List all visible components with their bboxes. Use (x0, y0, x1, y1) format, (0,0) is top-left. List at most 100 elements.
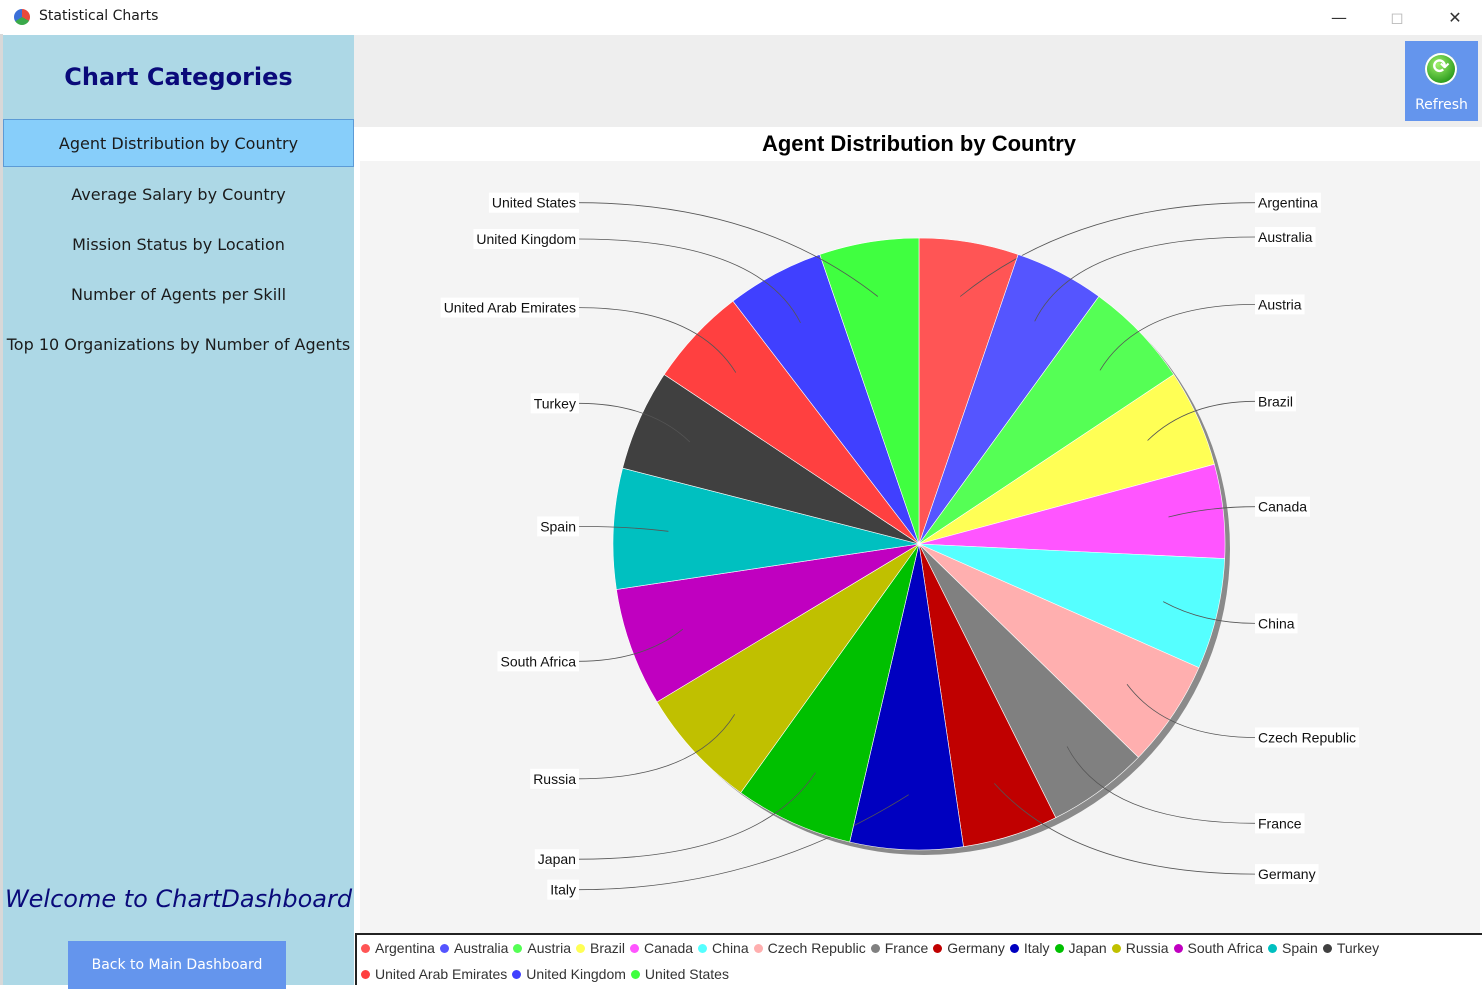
pie-leader-line-japan (577, 772, 816, 860)
pie-label-text-united-kingdom: United Kingdom (476, 231, 576, 247)
legend-swatch (512, 969, 522, 979)
sidebar-item-top-organizations[interactable]: Top 10 Organizations by Number of Agents (6, 334, 351, 354)
pie-label-box-france (1255, 813, 1305, 834)
pie-label-text-united-arab-emirates: United Arab Emirates (444, 300, 576, 316)
legend-item-russia: Russia (1111, 940, 1169, 956)
pie-label-brazil: Brazil (1255, 391, 1296, 412)
pie-label-text-austria: Austria (1258, 296, 1302, 312)
pie-label-box-united-kingdom (473, 229, 579, 249)
legend-swatch (1268, 943, 1277, 953)
sidebar-item-agents-per-skill[interactable]: Number of Agents per Skill (70, 284, 287, 304)
legend-label: United Arab Emirates (375, 966, 508, 982)
pie-label-argentina: Argentina (1255, 192, 1321, 213)
pie-label-germany: Germany (1255, 864, 1319, 885)
pie-label-box-spain (537, 516, 579, 537)
pie-leader-line-china (1163, 601, 1257, 624)
pie-label-text-brazil: Brazil (1258, 393, 1293, 409)
pie-label-box-china (1255, 613, 1298, 634)
window-title: Statistical Charts (39, 8, 159, 24)
legend-swatch (439, 943, 449, 953)
sidebar-item-agent-distribution[interactable]: Agent Distribution by Country (3, 119, 354, 167)
legend-swatch (870, 943, 880, 953)
pie-label-box-italy (547, 879, 579, 900)
pie-label-france: France (1255, 813, 1305, 834)
legend-label: Canada (644, 940, 694, 956)
legend-item-brazil: Brazil (575, 940, 625, 956)
maximize-icon[interactable]: ◻ (1390, 7, 1404, 27)
close-icon[interactable]: ✕ (1448, 7, 1462, 27)
pie-leader-line-germany (994, 783, 1257, 875)
pie-leader-line-austria (1099, 304, 1257, 371)
sidebar-item-mission-status[interactable]: Mission Status by Location (72, 234, 285, 254)
pie-label-box-argentina (1255, 192, 1321, 213)
pie-leader-line-united-arab-emirates (577, 307, 737, 373)
pie-label-box-australia (1255, 227, 1316, 247)
pie-label-united-kingdom: United Kingdom (473, 229, 579, 249)
pie-label-text-canada: Canada (1258, 499, 1307, 515)
legend-item-france: France (870, 940, 928, 956)
legend-item-japan: Japan (1054, 940, 1107, 956)
pie-leader-line-united-kingdom (577, 238, 801, 323)
legend-swatch (1054, 943, 1064, 953)
window-edge (0, 34, 3, 985)
legend-swatch (575, 943, 585, 953)
pie-label-china: China (1255, 613, 1298, 634)
pie-chart: Argentina Australia Austria Brazil Canada Chi… (440, 192, 1360, 900)
pie-leader-line-south-africa (577, 628, 684, 662)
pie-label-box-united-states (488, 192, 579, 213)
legend-item-argentina: Argentina (361, 940, 435, 956)
welcome-text: Welcome to ChartDashboard (4, 885, 353, 913)
minimize-icon[interactable]: — (1331, 7, 1347, 27)
pie-label-box-turkey (530, 393, 579, 414)
legend-label: South Africa (1187, 940, 1264, 956)
pie-label-russia: Russia (530, 768, 579, 789)
legend-swatch (513, 943, 523, 953)
pie-label-box-russia (530, 768, 579, 789)
legend-item-united-kingdom: United Kingdom (512, 966, 626, 982)
legend-swatch (1111, 943, 1121, 953)
legend-item-australia: Australia (439, 940, 509, 956)
pie-label-canada: Canada (1255, 496, 1310, 517)
legend-swatch (361, 943, 370, 953)
legend-label: United Kingdom (526, 966, 626, 982)
legend-item-united-states: United States (630, 966, 729, 982)
pie-label-spain: Spain (537, 516, 579, 537)
legend-row: Argentina Australia Austria Brazil Canada Chi… (361, 940, 1384, 956)
pie-label-text-australia: Australia (1258, 229, 1313, 245)
pie-slice-japan[interactable] (740, 543, 920, 843)
legend-swatch (361, 969, 370, 979)
pie-slice-united-states[interactable] (819, 237, 920, 545)
pie-slice-south-africa[interactable] (616, 543, 920, 703)
pie-label-japan: Japan (534, 849, 579, 870)
pie-leader-line-canada (1168, 506, 1257, 518)
refresh-button[interactable]: Refresh (1405, 41, 1478, 121)
legend-swatch (698, 943, 708, 953)
pie-leader-line-united-states (577, 202, 879, 297)
legend-label: Austria (527, 940, 571, 956)
pie-label-text-united-states: United States (492, 195, 576, 211)
pie-leader-line-spain (577, 526, 669, 532)
pie-label-united-states: United States (488, 192, 579, 213)
back-to-main-dashboard-button[interactable]: Back to Main Dashboard (68, 941, 286, 989)
pie-label-box-austria (1255, 294, 1305, 315)
pie-leader-line-brazil (1147, 400, 1257, 441)
pie-leader-line-italy (577, 794, 909, 891)
sidebar-item-average-salary[interactable]: Average Salary by Country (71, 184, 286, 204)
legend-label: Czech Republic (767, 940, 866, 956)
legend-label: Australia (453, 940, 509, 956)
chart-panel: Agent Distribution by Country Argentina A… (356, 127, 1482, 933)
pie-label-text-japan: Japan (538, 851, 576, 867)
pie-label-italy: Italy (547, 879, 579, 900)
chart-legend: Argentina Australia Austria Brazil Canada Chi… (355, 933, 1482, 985)
legend-label: Germany (947, 940, 1005, 956)
pie-leader-line-czech-republic (1126, 684, 1257, 738)
pie-label-turkey: Turkey (530, 393, 579, 414)
legend-label: Turkey (1336, 940, 1380, 956)
legend-swatch (1173, 943, 1183, 953)
pie-slice-spain[interactable] (612, 467, 920, 590)
pie-label-text-france: France (1258, 815, 1302, 831)
legend-item-austria: Austria (513, 940, 571, 956)
pie-leader-line-russia (577, 714, 736, 780)
legend-swatch (1009, 943, 1019, 953)
pie-label-text-china: China (1258, 615, 1295, 631)
